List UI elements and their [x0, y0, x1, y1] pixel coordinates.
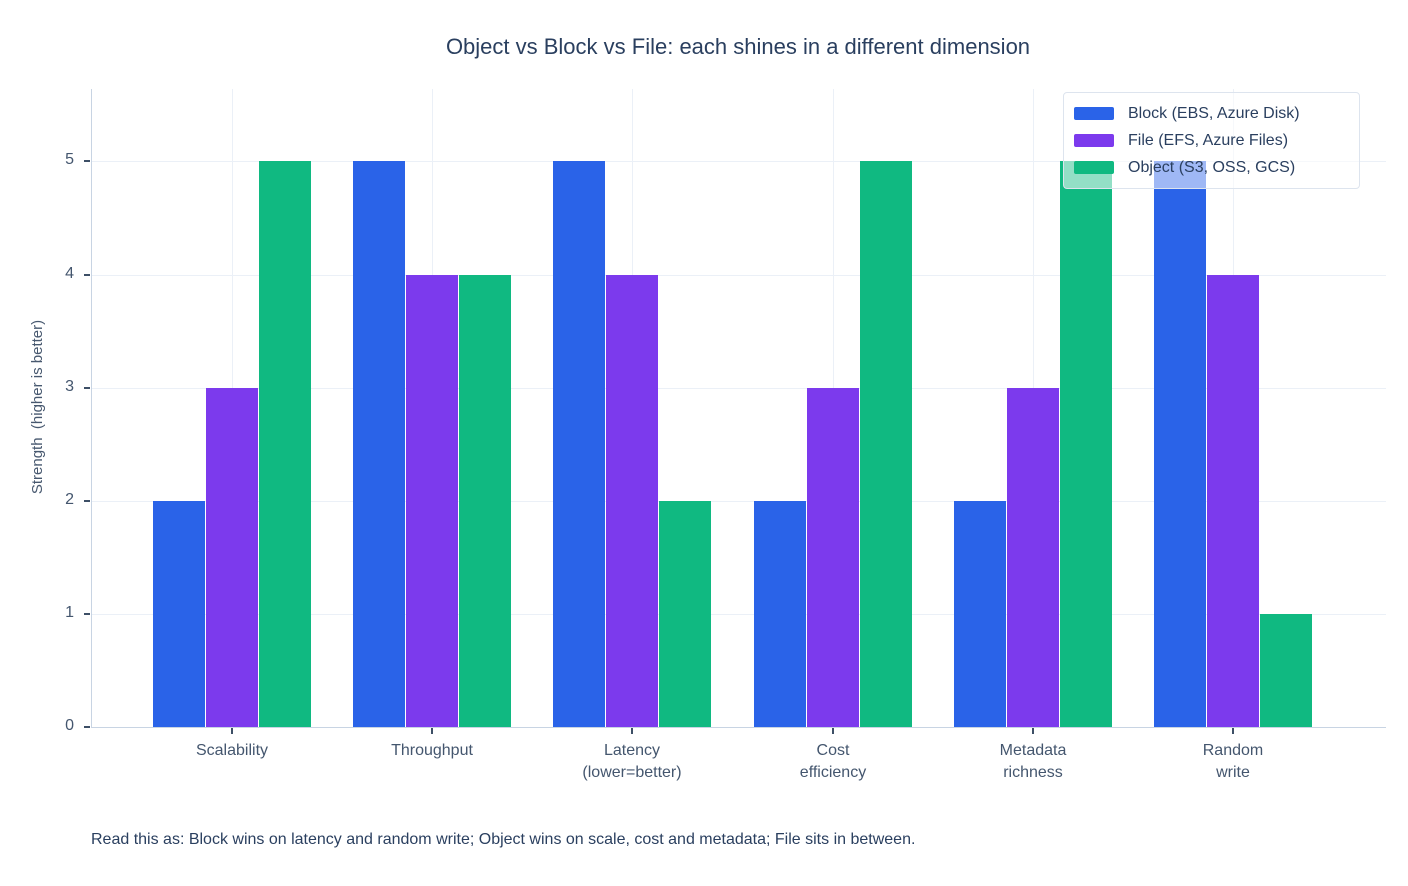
legend: Block (EBS, Azure Disk) File (EFS, Azure… — [1063, 92, 1360, 189]
x-axis-label: Scalability — [195, 742, 269, 759]
gridline-horizontal — [92, 161, 1386, 163]
bar — [807, 387, 859, 727]
legend-swatch-file-icon — [1074, 134, 1114, 147]
bar — [206, 387, 258, 727]
y-axis-title: Strength (higher is better) — [29, 319, 46, 495]
bar — [553, 161, 605, 727]
legend-label-file: File (EFS, Azure Files) — [1128, 131, 1289, 149]
bar — [353, 161, 405, 727]
chart-title: Object vs Block vs File: each shines in … — [445, 34, 1031, 59]
bar — [459, 274, 511, 727]
legend-item-block[interactable]: Block (EBS, Azure Disk) — [1074, 100, 1359, 127]
plot-area: 0 1 2 3 4 5 Scalability Throughput Latency (lowe… — [65, 89, 1386, 781]
bar — [754, 500, 806, 727]
x-axis-tick — [431, 728, 433, 734]
gridline-horizontal — [92, 387, 1386, 389]
bar — [1260, 613, 1312, 727]
x-axis-label: Random write — [1202, 742, 1264, 781]
x-axis-tick — [1232, 728, 1234, 734]
bar — [606, 274, 658, 727]
y-axis-tick — [84, 612, 90, 615]
gridline-horizontal — [92, 500, 1386, 502]
y-axis-tick — [84, 160, 90, 163]
bar — [659, 500, 711, 727]
x-axis-label: Cost efficiency — [799, 742, 867, 781]
footnote: Read this as: Block wins on latency and … — [91, 831, 916, 848]
legend-label-object: Object (S3, OSS, GCS) — [1128, 158, 1296, 176]
y-axis-tick-label: 5 — [65, 151, 74, 169]
y-axis-tick-label: 1 — [65, 603, 74, 621]
gridline-horizontal — [92, 274, 1386, 276]
bar — [1154, 161, 1206, 727]
y-axis-tick-label: 3 — [65, 377, 74, 395]
bar — [406, 274, 458, 727]
bar — [153, 500, 205, 727]
y-axis-tick — [84, 499, 90, 502]
legend-label-block: Block (EBS, Azure Disk) — [1128, 104, 1300, 122]
y-axis-tick — [84, 386, 90, 389]
y-axis-tick-label: 0 — [65, 717, 74, 734]
y-axis-tick — [84, 273, 90, 276]
y-axis-tick — [84, 726, 90, 728]
y-axis-tick-label: 4 — [65, 264, 74, 282]
x-axis-label: Latency (lower=better) — [582, 742, 682, 781]
legend-swatch-block-icon — [1074, 107, 1114, 120]
x-axis-label: Throughput — [391, 742, 473, 759]
x-axis-tick — [832, 728, 834, 734]
x-axis-tick — [1032, 728, 1034, 734]
gridline-horizontal — [92, 613, 1386, 615]
legend-item-file[interactable]: File (EFS, Azure Files) — [1074, 127, 1359, 154]
bar — [1207, 274, 1259, 727]
x-axis-label: Metadata richness — [999, 742, 1067, 781]
x-axis-tick — [231, 728, 233, 734]
bar — [954, 500, 1006, 727]
bar — [1060, 161, 1112, 727]
x-axis-tick — [631, 728, 633, 734]
y-axis-tick-label: 2 — [65, 490, 74, 508]
bar — [1007, 387, 1059, 727]
bar — [860, 161, 912, 727]
legend-swatch-object-icon — [1074, 161, 1114, 174]
legend-item-object[interactable]: Object (S3, OSS, GCS) — [1074, 154, 1359, 181]
bar — [259, 161, 311, 727]
